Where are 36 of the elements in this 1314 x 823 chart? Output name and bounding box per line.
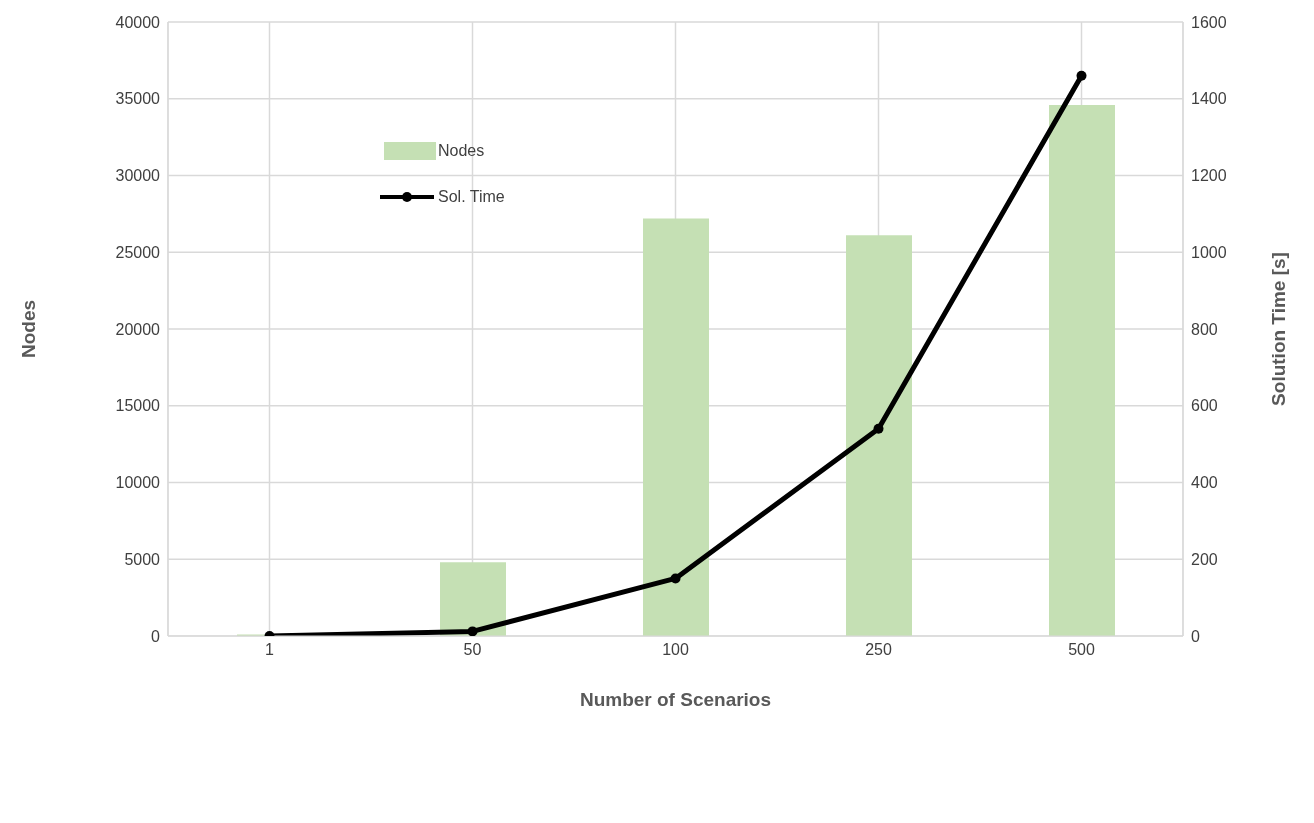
bar — [643, 218, 709, 636]
point — [1076, 70, 1087, 81]
y-tick-label: 20000 — [115, 320, 161, 338]
bar — [1049, 104, 1115, 636]
y-axis-title: Nodes — [17, 299, 39, 359]
y-tick-label: 10000 — [115, 474, 161, 492]
y-tick-label: 40000 — [115, 13, 161, 31]
y-tick-label: 5000 — [124, 550, 161, 568]
y-tick-label: 15000 — [115, 397, 161, 415]
y2-tick-label: 1200 — [1191, 167, 1227, 185]
y2-tick-label: 1600 — [1191, 13, 1227, 31]
y2-tick-label: 0 — [1191, 627, 1200, 645]
y-tick-label: 0 — [151, 627, 161, 645]
y2-tick-label: 400 — [1191, 474, 1218, 492]
legend-label: Nodes — [438, 142, 485, 160]
y-tick-label: 35000 — [115, 90, 161, 108]
y-tick-label: 30000 — [115, 167, 161, 185]
x-tick-label: 100 — [662, 641, 689, 659]
y2-tick-label: 1000 — [1191, 243, 1227, 261]
y-tick-label: 25000 — [115, 243, 161, 261]
x-tick-label: 250 — [865, 641, 892, 659]
bar — [440, 562, 506, 636]
y2-tick-label: 200 — [1191, 550, 1218, 568]
legend-label: Sol. Time — [438, 188, 505, 206]
y2-tick-label: 600 — [1191, 397, 1218, 415]
point — [670, 573, 681, 584]
point — [873, 423, 884, 434]
point — [467, 626, 478, 636]
x-tick-label: 50 — [463, 641, 482, 659]
y2-tick-label: 800 — [1191, 320, 1218, 338]
x-tick-label: 1 — [265, 641, 275, 659]
bar — [846, 235, 912, 636]
y2-tick-label: 1400 — [1191, 90, 1227, 108]
y2-axis-title: Solution Time [s] — [1267, 252, 1289, 406]
x-tick-label: 500 — [1068, 641, 1095, 659]
x-axis-title: Number of Scenarios — [579, 689, 772, 710]
